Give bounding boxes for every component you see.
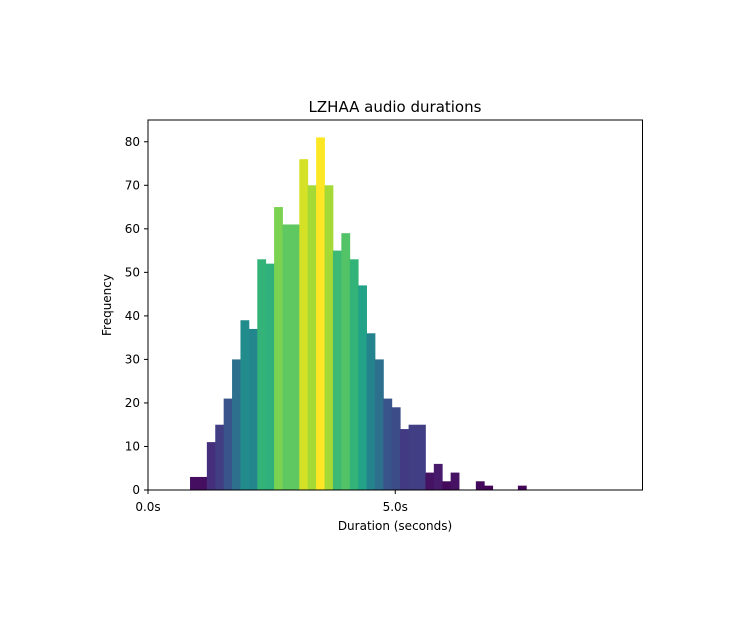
histogram-bar (374, 359, 384, 490)
histogram-bar (400, 429, 409, 490)
chart-title: LZHAA audio durations (309, 98, 482, 116)
histogram-bar (433, 463, 443, 490)
y-tick-label: 20 (125, 396, 140, 410)
histogram-bar (274, 207, 283, 490)
histogram-bar (341, 233, 351, 490)
histogram-bar (417, 424, 426, 490)
histogram-bar (248, 328, 258, 490)
histogram-bar (517, 485, 527, 490)
x-tick-label: 0.0s (135, 500, 160, 514)
y-tick-label: 60 (125, 222, 140, 236)
histogram-bar (299, 159, 309, 490)
histogram-bar (290, 224, 300, 490)
bars-group (190, 137, 527, 491)
histogram-bar (324, 185, 334, 491)
histogram-bar (475, 481, 485, 490)
histogram-bar (190, 476, 199, 490)
y-tick-label: 40 (125, 309, 140, 323)
x-axis-ticks: 0.0s 5.0s (135, 490, 408, 514)
y-axis-label: Frequency (100, 274, 114, 336)
y-tick-label: 10 (125, 439, 140, 453)
histogram-bar (408, 424, 418, 490)
histogram-bar (358, 285, 367, 490)
histogram-bar (198, 476, 208, 490)
x-tick-label: 5.0s (383, 500, 408, 514)
y-tick-label: 80 (125, 135, 140, 149)
y-tick-label: 70 (125, 178, 140, 192)
y-tick-label: 30 (125, 352, 140, 366)
histogram-bar (232, 359, 241, 490)
histogram-bar (282, 224, 292, 490)
histogram-bar (206, 442, 216, 490)
histogram-bar (425, 472, 435, 490)
histogram-bar (257, 259, 267, 490)
histogram-bar (215, 424, 225, 490)
histogram-bar (265, 263, 275, 490)
y-tick-label: 50 (125, 265, 140, 279)
histogram-bar (223, 398, 233, 490)
histogram-bar (383, 398, 393, 490)
histogram-bar (484, 485, 494, 490)
histogram-bar (307, 185, 317, 491)
histogram-bar (349, 259, 359, 490)
histogram-bar (391, 407, 401, 490)
histogram-bar (332, 250, 342, 490)
y-tick-label: 0 (132, 483, 140, 497)
histogram-bar (316, 137, 325, 490)
histogram-bar (240, 320, 250, 490)
histogram-bar (442, 481, 452, 490)
x-axis-label: Duration (seconds) (338, 519, 452, 533)
histogram-bar (366, 333, 376, 490)
y-axis-ticks: 0 10 20 30 40 50 60 70 80 (125, 135, 148, 497)
histogram-bar (450, 472, 460, 490)
